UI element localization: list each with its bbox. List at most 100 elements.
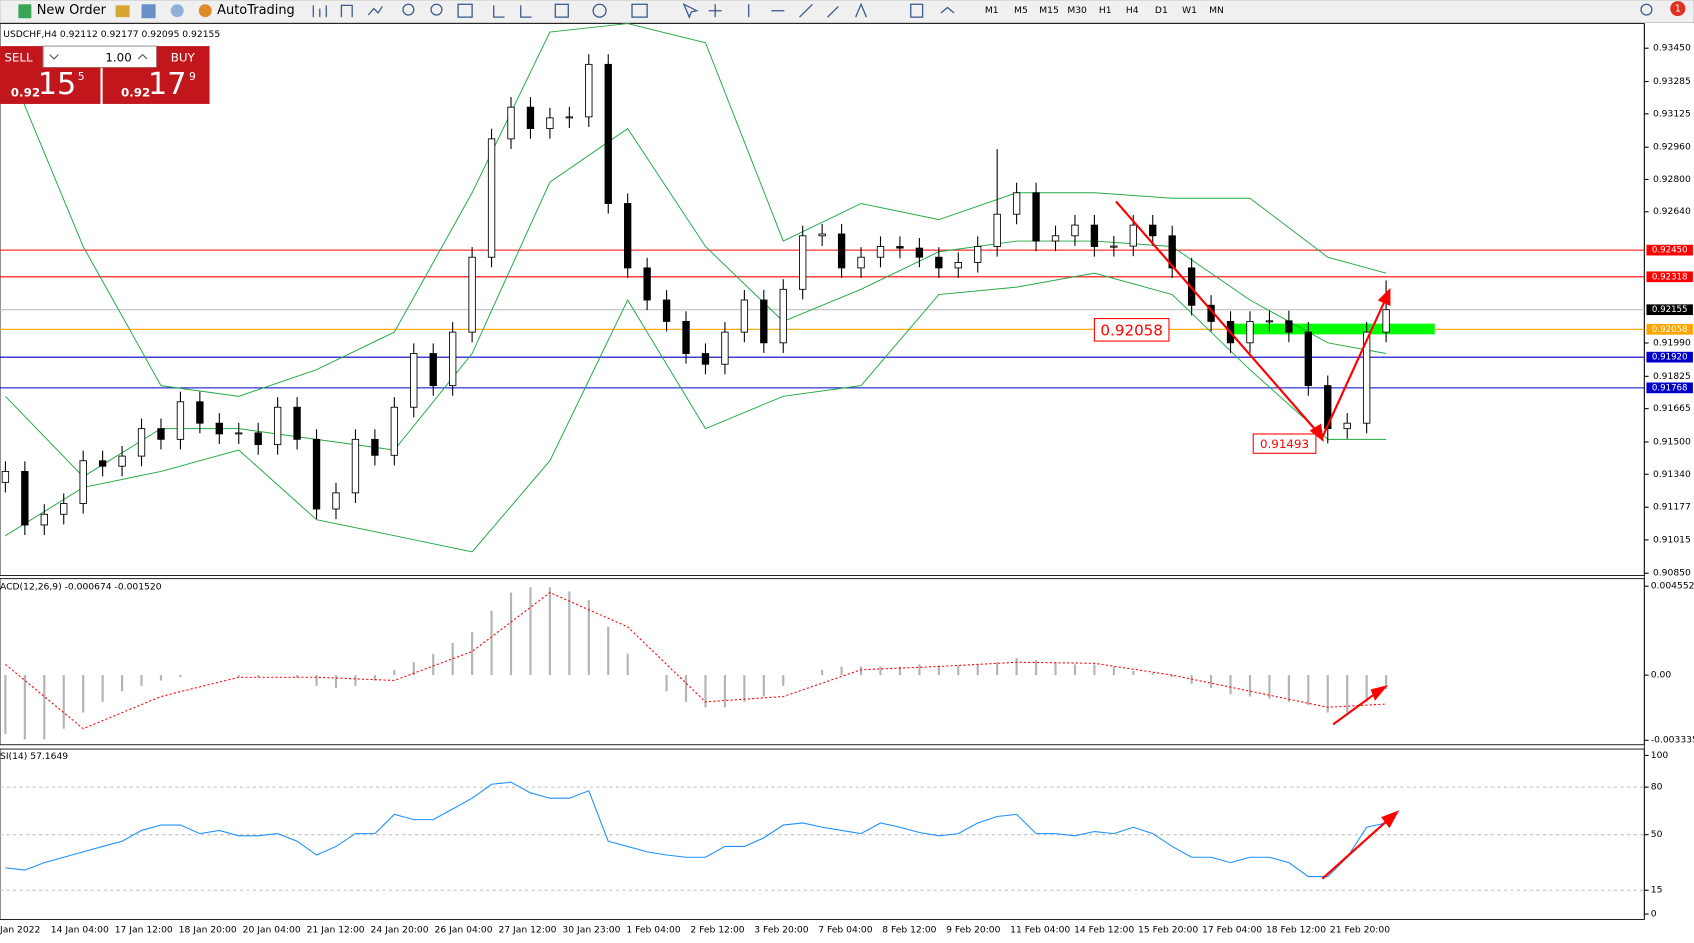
macd-bar [665,675,668,692]
timeframe-button[interactable]: H4 [1126,6,1139,16]
candle-body [1265,320,1274,323]
level-label: 0.92058 [1652,325,1688,335]
sell-button[interactable] [0,46,44,68]
candle-body [935,256,943,269]
timeframe-button[interactable]: M5 [1014,6,1028,16]
candle-body [21,471,29,526]
macd-bar [1385,675,1388,690]
icon[interactable] [457,3,473,18]
spinner[interactable] [49,53,148,60]
macd-bar [490,610,493,676]
timeframe-button[interactable]: W1 [1182,6,1197,16]
arrow-head [1370,685,1388,701]
timeframe-button[interactable]: M30 [1067,6,1087,16]
y-tick-label: 0.91177 [1653,503,1691,513]
sell-price[interactable] [0,67,101,104]
candle-body [643,267,651,301]
icon[interactable] [910,3,924,18]
icon[interactable] [554,3,569,18]
candle-body [118,455,126,467]
icon[interactable] [430,3,443,16]
candle-body [1168,235,1176,269]
buy-point: 9 [189,70,196,83]
candle-body [915,247,924,258]
candle-body [293,406,301,440]
icon[interactable] [367,6,383,16]
icon[interactable] [940,6,955,14]
current-price-tag [1646,304,1693,316]
price-annotation: 0.91493 [1260,437,1309,451]
icon[interactable] [170,4,184,18]
candle-body [876,246,885,258]
buy-button[interactable] [156,46,210,68]
y-tick-label: 0.91665 [1653,404,1691,414]
macd-tick-label: 0.004552 [1651,582,1694,592]
icon[interactable] [708,4,722,18]
timeframe-button[interactable]: MN [1209,6,1224,16]
icon[interactable] [631,3,648,18]
macd-bar [296,675,299,678]
level-tag [1646,271,1693,283]
new-order-icon[interactable] [18,4,32,19]
macd-bar [918,664,921,676]
auto-trading-button[interactable]: AutoTrading [217,3,295,18]
lot-input[interactable] [42,45,158,69]
icon[interactable] [520,5,532,18]
candle-body [760,299,768,344]
icon[interactable] [141,4,156,19]
toolbar-icons [312,2,1653,19]
candle-body [954,262,962,269]
x-tick-label: 17 Feb 04:00 [1202,926,1262,936]
candle-body [1246,320,1254,344]
macd-bar [257,675,260,678]
x-tick-label: 14 Feb 12:00 [1074,926,1134,936]
candle-body [332,492,340,510]
candle-body [448,331,457,387]
timeframe-button[interactable]: D1 [1155,6,1168,16]
candle-body [312,438,321,510]
candle-body [137,428,146,457]
x-tick-label: 24 Jan 20:00 [371,926,429,936]
macd-bar [684,675,688,702]
candle-body [526,106,535,130]
new-order-button[interactable]: New Order [37,3,107,18]
timeframe-button[interactable]: M15 [1039,6,1059,16]
icon[interactable] [682,2,699,19]
icon[interactable] [402,3,415,16]
macd-bar [1307,675,1310,706]
search-icon[interactable] [1640,3,1653,16]
plot-area: 0.934500.932850.931250.929600.928000.926… [0,23,1694,936]
buy-big: 0.92 [121,86,150,100]
candle-body [351,438,360,494]
icon[interactable] [312,5,327,18]
notification-badge[interactable] [1670,1,1686,17]
candle-body [682,320,690,354]
macd-bar [626,653,629,676]
candle-body [390,406,399,456]
icon[interactable] [493,5,505,18]
macd-bar [743,675,746,702]
icon[interactable] [592,3,607,18]
timeframe-button[interactable]: H1 [1099,6,1112,16]
auto-trading-icon[interactable] [198,4,212,18]
rsi-tick-label: 80 [1651,783,1663,793]
icon[interactable] [340,4,353,18]
timeframe-button[interactable]: M1 [985,6,999,16]
macd-bar [4,675,7,735]
arrow-head [1381,810,1400,829]
macd-bar [451,642,454,676]
y-tick-label: 0.91015 [1653,535,1691,545]
macd-bar [121,675,124,692]
icon[interactable] [748,2,868,18]
buy-price[interactable] [102,67,210,104]
macd-bar [996,662,999,676]
macd-bar [607,626,610,676]
arrow-head [1377,287,1391,306]
y-tick-label: 0.92800 [1653,175,1691,185]
icon[interactable] [115,5,130,18]
candle-body [176,401,185,440]
macd-bar [354,675,357,686]
macd-bar [315,675,318,686]
y-tick-label: 0.90850 [1653,569,1691,579]
